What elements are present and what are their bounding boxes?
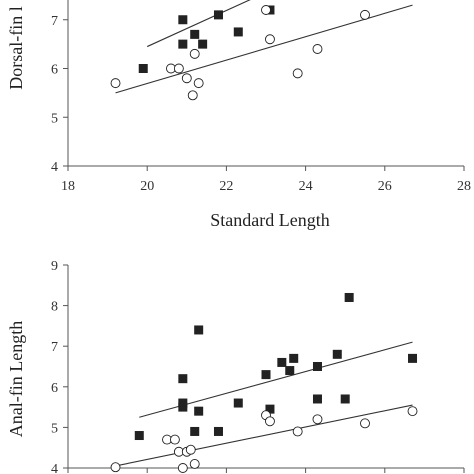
data-point-circle bbox=[110, 78, 121, 89]
x-tick-label: 28 bbox=[457, 179, 471, 194]
x-tick-label: 22 bbox=[219, 179, 233, 194]
data-point-square bbox=[178, 402, 188, 412]
y-tick-label: 7 bbox=[51, 340, 58, 355]
data-point-circle bbox=[265, 34, 275, 45]
x-tick-label: 20 bbox=[140, 179, 154, 194]
data-point-circle bbox=[181, 73, 192, 84]
data-point-square bbox=[233, 398, 243, 408]
data-point-circle bbox=[312, 414, 323, 425]
data-point-circle bbox=[110, 462, 121, 473]
data-point-circle bbox=[185, 444, 196, 455]
data-point-square bbox=[265, 404, 275, 414]
data-point-circle bbox=[292, 68, 303, 79]
data-point-square bbox=[194, 325, 204, 335]
data-point-square bbox=[277, 357, 287, 367]
data-point-square bbox=[213, 426, 223, 436]
data-point-circle bbox=[189, 458, 200, 469]
x-tick-label: 18 bbox=[61, 179, 75, 194]
data-point-circle bbox=[189, 48, 200, 59]
data-point-circle bbox=[312, 44, 323, 54]
data-point-square bbox=[190, 426, 200, 436]
trend-line bbox=[115, 404, 413, 467]
data-point-square bbox=[138, 64, 148, 73]
data-point-square bbox=[285, 366, 295, 376]
series-2 bbox=[110, 4, 413, 101]
data-point-square bbox=[178, 15, 188, 25]
data-point-square bbox=[340, 394, 350, 404]
data-point-square bbox=[198, 39, 208, 49]
data-point-square bbox=[261, 370, 271, 380]
data-point-square bbox=[233, 27, 243, 37]
data-point-square bbox=[190, 29, 200, 39]
data-point-circle bbox=[193, 78, 204, 89]
y-axis-title: Anal-fin Length bbox=[6, 321, 26, 437]
trend-line bbox=[115, 4, 413, 94]
y-tick-label: 6 bbox=[51, 381, 58, 396]
data-point-circle bbox=[292, 426, 303, 437]
data-point-square bbox=[312, 394, 322, 404]
data-point-square bbox=[213, 10, 223, 20]
series-1 bbox=[134, 292, 418, 441]
data-point-circle bbox=[187, 90, 198, 101]
y-tick-label: 7 bbox=[51, 14, 58, 29]
y-tick-label: 4 bbox=[51, 462, 58, 474]
data-point-square bbox=[289, 353, 299, 363]
y-tick-label: 6 bbox=[51, 63, 58, 78]
y-tick-label: 5 bbox=[51, 111, 58, 126]
data-point-circle bbox=[360, 9, 370, 20]
data-point-circle bbox=[173, 63, 184, 74]
data-point-circle bbox=[169, 434, 180, 445]
trend-line bbox=[146, 0, 251, 48]
data-point-square bbox=[408, 353, 418, 363]
data-point-circle bbox=[407, 406, 418, 417]
x-tick-label: 26 bbox=[378, 179, 392, 194]
data-point-square bbox=[312, 362, 322, 371]
y-tick-label: 4 bbox=[51, 160, 58, 175]
data-point-square bbox=[332, 349, 342, 359]
y-tick-label: 5 bbox=[51, 421, 58, 436]
data-point-circle bbox=[177, 463, 188, 473]
data-point-square bbox=[344, 292, 354, 302]
data-point-square bbox=[178, 39, 188, 49]
x-axis-title: Standard Length bbox=[210, 210, 329, 230]
data-point-circle bbox=[265, 416, 275, 427]
y-tick-label: 9 bbox=[51, 259, 58, 274]
chart-panel-1: 45678182022242628Standard LengthDorsal-f… bbox=[6, 0, 471, 230]
data-point-square bbox=[194, 406, 204, 416]
data-point-square bbox=[178, 374, 188, 384]
data-point-circle bbox=[360, 418, 370, 429]
y-axis-title: Dorsal-fin l bbox=[6, 6, 26, 89]
series-2 bbox=[110, 404, 418, 473]
x-tick-label: 24 bbox=[299, 179, 313, 194]
chart-panel-2: 4 5 6 7 8 9 Anal-fin Length bbox=[6, 259, 465, 474]
data-point-circle bbox=[261, 5, 271, 15]
y-tick-label: 8 bbox=[51, 300, 58, 315]
series-1 bbox=[138, 0, 275, 73]
data-point-square bbox=[134, 431, 144, 441]
